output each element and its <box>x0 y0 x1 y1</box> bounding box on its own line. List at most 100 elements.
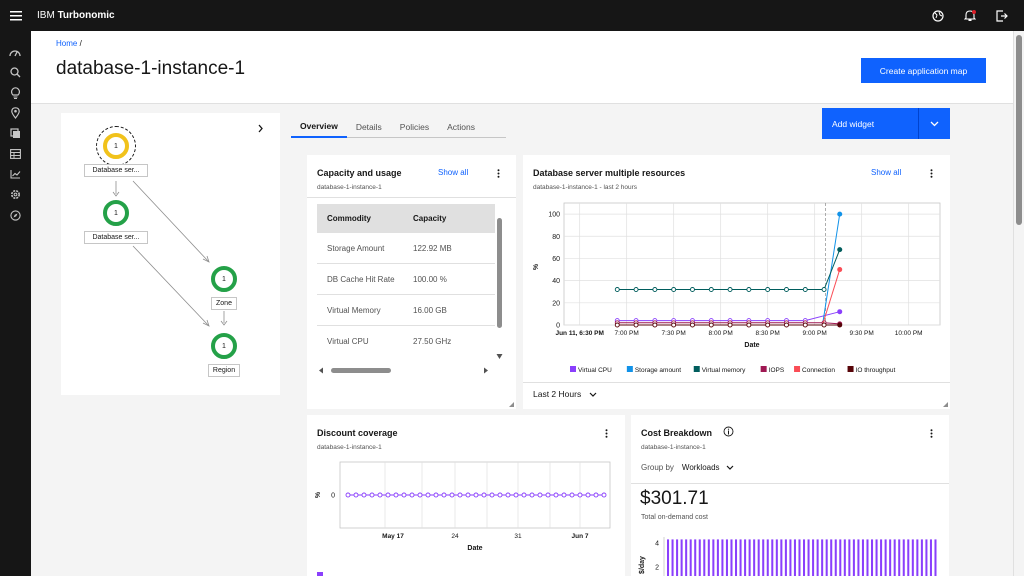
breadcrumb-home-link[interactable]: Home <box>56 39 78 48</box>
capacity-table-horizontal-scrollbar[interactable] <box>317 365 495 376</box>
capacity-cell: 100.00 % <box>413 274 447 284</box>
x-tick-label: Jun 11, 6:30 PM <box>555 330 603 337</box>
data-point <box>614 322 620 328</box>
cost-bar <box>889 539 892 576</box>
cost-bar <box>698 539 701 576</box>
table-icon[interactable] <box>8 147 22 161</box>
tab-details[interactable]: Details <box>355 122 382 132</box>
legend-swatch <box>847 366 854 372</box>
tab-policies[interactable]: Policies <box>399 122 430 132</box>
x-tick-label: 10:00 PM <box>895 330 923 337</box>
data-point <box>481 492 487 498</box>
data-point <box>633 322 639 328</box>
total-cost-label: Total on-demand cost <box>641 514 708 521</box>
cost-bar <box>671 539 674 576</box>
topology-node-label[interactable]: Region <box>208 364 240 377</box>
y-tick-label: 0 <box>556 323 560 330</box>
search-icon[interactable] <box>8 65 22 79</box>
cost-bar <box>929 539 932 576</box>
cost-bar <box>757 539 760 576</box>
data-point <box>489 492 495 498</box>
multiple-resources-subtitle: database-1-instance-1 - last 2 hours <box>533 184 638 191</box>
page-scrollbar[interactable] <box>1013 31 1024 576</box>
policy-icon[interactable] <box>8 126 22 140</box>
column-header-capacity[interactable]: Capacity <box>413 214 447 223</box>
group-by-dropdown[interactable]: Workloads <box>682 463 734 472</box>
cost-bar <box>875 539 878 576</box>
vertical-scroll-thumb[interactable] <box>497 218 502 328</box>
globe-icon[interactable] <box>930 8 946 24</box>
topology-node-label[interactable]: Database ser... <box>84 164 148 177</box>
time-range-dropdown[interactable]: Last 2 Hours <box>533 389 597 399</box>
x-tick-label: 7:00 PM <box>615 330 639 337</box>
column-header-commodity[interactable]: Commodity <box>327 214 371 223</box>
expand-chevron-icon[interactable] <box>258 124 263 133</box>
y-axis-label: % <box>315 491 322 498</box>
data-point <box>449 492 455 498</box>
x-tick-label: May 17 <box>382 533 404 540</box>
x-tick-label: 9:00 PM <box>803 330 827 337</box>
reports-icon[interactable] <box>8 167 22 181</box>
tab-actions[interactable]: Actions <box>447 122 475 132</box>
scroll-right-arrow-icon[interactable] <box>484 367 488 374</box>
create-application-map-button[interactable]: Create application map <box>861 58 986 83</box>
capacity-show-all-link[interactable]: Show all <box>438 168 469 177</box>
topology-node[interactable]: 1 <box>211 266 237 292</box>
multi-show-all-link[interactable]: Show all <box>871 168 902 177</box>
discount-overflow-menu-icon[interactable] <box>602 427 610 439</box>
app-brand[interactable]: IBM Turbonomic <box>37 10 115 21</box>
data-point <box>614 287 620 292</box>
lightbulb-icon[interactable] <box>8 86 22 100</box>
cost-bar <box>707 539 710 576</box>
logout-icon[interactable] <box>994 8 1010 24</box>
tab-overview[interactable]: Overview <box>291 116 347 138</box>
discount-coverage-card: Discount coverage database-1-instance-1 … <box>307 415 625 576</box>
topology-node[interactable]: 1 <box>103 200 129 226</box>
data-point <box>837 322 843 328</box>
add-widget-button[interactable]: Add widget <box>822 108 919 139</box>
data-point <box>690 322 695 328</box>
cost-bar <box>871 539 874 576</box>
capacity-header-divider <box>307 197 516 198</box>
topology-node-label[interactable]: Zone <box>211 297 237 310</box>
capacity-overflow-menu-icon[interactable] <box>494 167 502 179</box>
y-tick-label: 60 <box>552 256 560 263</box>
cost-overflow-menu-icon[interactable] <box>927 427 935 439</box>
top-bar: IBM Turbonomic <box>0 0 1024 31</box>
multiple-resources-title: Database server multiple resources <box>533 168 686 178</box>
x-axis-label: Date <box>467 545 482 552</box>
scroll-left-arrow-icon[interactable] <box>319 367 323 374</box>
data-point <box>529 492 535 498</box>
location-icon[interactable] <box>8 106 22 120</box>
compass-icon[interactable] <box>8 208 22 222</box>
capacity-table-vertical-scrollbar[interactable] <box>495 204 504 364</box>
capacity-card-title: Capacity and usage <box>317 168 402 178</box>
data-point <box>837 211 843 217</box>
scroll-down-arrow-icon[interactable] <box>496 354 503 359</box>
multi-overflow-menu-icon[interactable] <box>927 167 935 179</box>
y-axis-label: $/day <box>639 556 646 574</box>
topology-node[interactable]: 1 <box>211 333 237 359</box>
topology-node-label[interactable]: Database ser... <box>84 231 148 244</box>
info-icon[interactable] <box>723 426 734 437</box>
topology-node[interactable]: 1 <box>103 133 129 159</box>
cost-bar <box>712 539 715 576</box>
settings-icon[interactable] <box>8 187 22 201</box>
page-scrollbar-thumb[interactable] <box>1016 35 1022 225</box>
data-point <box>401 492 407 498</box>
data-point <box>652 322 658 328</box>
resize-handle-icon[interactable] <box>509 402 514 407</box>
side-nav <box>0 31 31 576</box>
data-point <box>433 492 439 498</box>
add-widget-menu-button[interactable] <box>919 108 950 139</box>
data-point <box>708 287 714 292</box>
menu-icon[interactable] <box>0 0 31 31</box>
horizontal-scroll-thumb[interactable] <box>331 368 391 373</box>
notification-icon[interactable] <box>962 8 978 24</box>
data-point <box>837 309 843 315</box>
cost-bar <box>866 539 869 576</box>
data-point <box>802 322 808 328</box>
legend-label: Connection <box>802 367 835 374</box>
resize-handle-icon[interactable] <box>943 402 948 407</box>
dashboard-icon[interactable] <box>8 45 22 59</box>
